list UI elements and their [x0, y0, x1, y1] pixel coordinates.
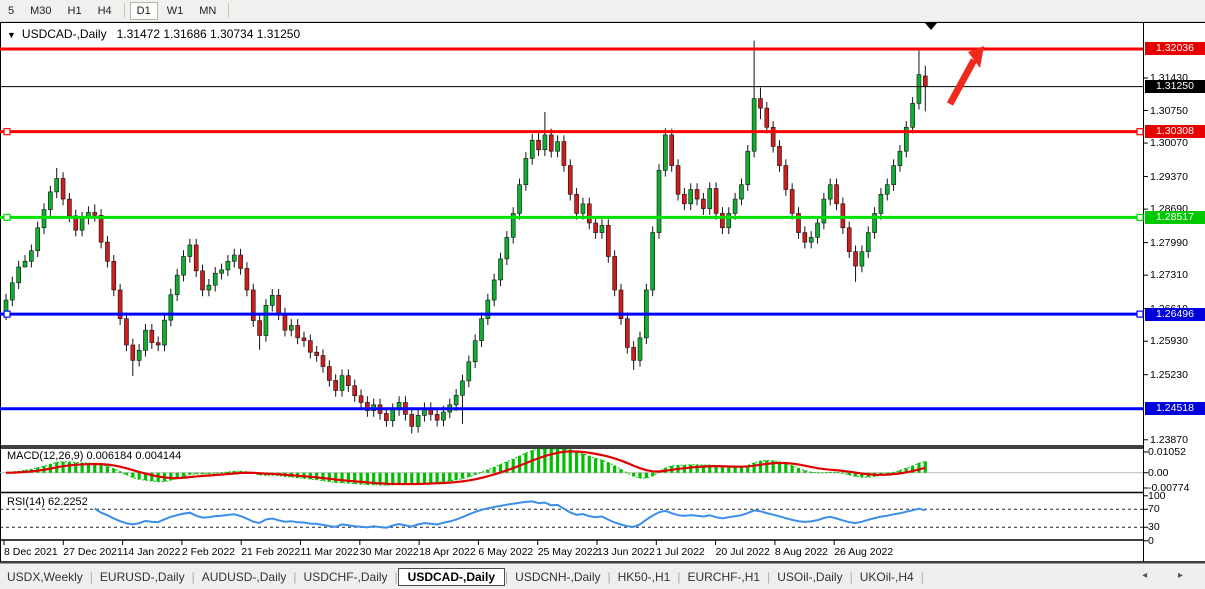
macd-axis-label: 0.00: [1148, 466, 1169, 479]
price-badge-1.24518: 1.24518: [1145, 402, 1205, 416]
date-label: 14 Jan 2022: [122, 546, 181, 558]
tab-eurchf-[interactable]: EURCHF-,H1: [687, 569, 761, 584]
tab-usdchf-[interactable]: USDCHF-,Daily: [303, 569, 388, 584]
rsi-label: RSI(14) 62.2252: [7, 496, 88, 508]
arrow-object-head[interactable]: [968, 46, 984, 68]
symbol-tabbar: USDX,Weekly | EURUSD-,Daily | AUDUSD-,Daily |…: [0, 563, 1205, 589]
macd-line-dashed: [5, 448, 926, 486]
price-badge-1.30308: 1.30308: [1145, 125, 1205, 139]
price-tick-label: 1.23870: [1150, 433, 1188, 446]
date-label: 18 Apr 2022: [419, 546, 476, 558]
price-badge-1.28517: 1.28517: [1145, 210, 1205, 224]
toolbar-separator: [228, 3, 230, 18]
hline-handle[interactable]: [3, 310, 11, 318]
symbol-title: USDCAD-,Daily: [21, 27, 107, 41]
price-tick-label: 1.27990: [1150, 236, 1188, 249]
price-badge-1.26496: 1.26496: [1145, 307, 1205, 321]
date-label: 8 Dec 2021: [4, 546, 58, 558]
timeframe-toolbar: 5 M30 H1 H4 D1 W1 MN: [0, 0, 1205, 22]
date-label: 13 Jun 2022: [597, 546, 655, 558]
toolbar-separator: [123, 3, 125, 18]
tab-usdcnh-[interactable]: USDCNH-,Daily: [515, 569, 601, 584]
macd-axis-label: 0.01052: [1148, 446, 1186, 458]
date-label: 30 Mar 2022: [359, 546, 419, 558]
ohlc-values: 1.31472 1.31686 1.30734 1.31250: [116, 27, 301, 41]
tab-usoil-[interactable]: USOil-,Daily: [777, 569, 843, 584]
tab-separator: |: [394, 569, 398, 584]
tf-button-h4[interactable]: H4: [97, 4, 112, 17]
macd-label: MACD(12,26,9) 0.006184 0.004144: [7, 450, 182, 462]
tab-separator: |: [191, 569, 195, 584]
rsi-line: [94, 500, 926, 529]
hline-handle[interactable]: [1136, 310, 1144, 318]
tab-audusd-[interactable]: AUDUSD-,Daily: [201, 569, 287, 584]
date-label: 27 Dec 2021: [63, 546, 123, 558]
tab-hk50-[interactable]: HK50-,H1: [617, 569, 671, 584]
rsi-axis-label: 70: [1148, 503, 1160, 516]
tab-separator: |: [920, 569, 924, 584]
price-tick-label: 1.30750: [1150, 104, 1188, 117]
tab-separator: |: [767, 569, 771, 584]
candles: [3, 40, 928, 434]
rsi-axis-label: 0: [1148, 534, 1154, 547]
tf-button-mn[interactable]: MN: [199, 4, 217, 17]
price-tick-label: 1.29370: [1150, 170, 1188, 183]
price-badge-1.32036: 1.32036: [1145, 42, 1205, 56]
hline-handle[interactable]: [1136, 213, 1144, 221]
rsi-axis-label: 30: [1148, 521, 1160, 534]
tf-button-m30[interactable]: M30: [30, 4, 52, 17]
date-label: 6 May 2022: [478, 546, 534, 558]
tab-separator: |: [849, 569, 853, 584]
arrow-object-shaft[interactable]: [946, 58, 978, 106]
tf-button-5[interactable]: 5: [8, 4, 15, 17]
bar-marker-triangle[interactable]: [925, 23, 937, 30]
tab-separator: |: [607, 569, 611, 584]
tf-button-d1[interactable]: D1: [129, 1, 158, 20]
date-label: 21 Feb 2022: [241, 546, 301, 558]
hline-handle[interactable]: [3, 213, 11, 221]
date-label: 2 Feb 2022: [181, 546, 236, 558]
hline-handle[interactable]: [3, 128, 11, 136]
date-label: 20 Jul 2022: [715, 546, 770, 558]
date-label: 11 Mar 2022: [300, 546, 359, 558]
date-label: 25 May 2022: [537, 546, 599, 558]
rsi-axis-label: 100: [1148, 489, 1166, 502]
tab-usdcad-[interactable]: USDCAD-,Daily: [397, 567, 506, 586]
date-label: 26 Aug 2022: [834, 546, 894, 558]
price-tick-label: 1.27310: [1150, 269, 1188, 282]
tab-separator: |: [677, 569, 681, 584]
collapse-triangle-icon[interactable]: ▼: [7, 30, 16, 40]
tf-button-h1[interactable]: H1: [67, 4, 82, 17]
tf-button-w1[interactable]: W1: [166, 4, 184, 17]
tab-scroll-arrows[interactable]: ◂ ▸: [1142, 570, 1197, 581]
price-badge-1.31250: 1.31250: [1145, 80, 1205, 94]
macd-axis-label: -0.00774: [1148, 482, 1190, 494]
chart-header: ▼ USDCAD-,Daily 1.31472 1.31686 1.30734 1.…: [7, 27, 300, 41]
price-tick-label: 1.25930: [1150, 335, 1188, 348]
date-label: 8 Aug 2022: [774, 546, 829, 558]
hline-handle[interactable]: [1136, 128, 1144, 136]
tab-ukoil-[interactable]: UKOil-,H4: [859, 569, 914, 584]
price-tick-label: 1.30070: [1150, 137, 1188, 150]
date-label: 1 Jul 2022: [656, 546, 705, 558]
tab-separator: |: [505, 569, 509, 584]
tab-separator: |: [293, 569, 297, 584]
macd-signal-line: [5, 450, 926, 486]
tab-separator: |: [89, 569, 93, 584]
tab-usdx[interactable]: USDX,Weekly: [7, 569, 83, 584]
tab-eurusd-[interactable]: EURUSD-,Daily: [99, 569, 185, 584]
price-tick-label: 1.25230: [1150, 368, 1188, 381]
